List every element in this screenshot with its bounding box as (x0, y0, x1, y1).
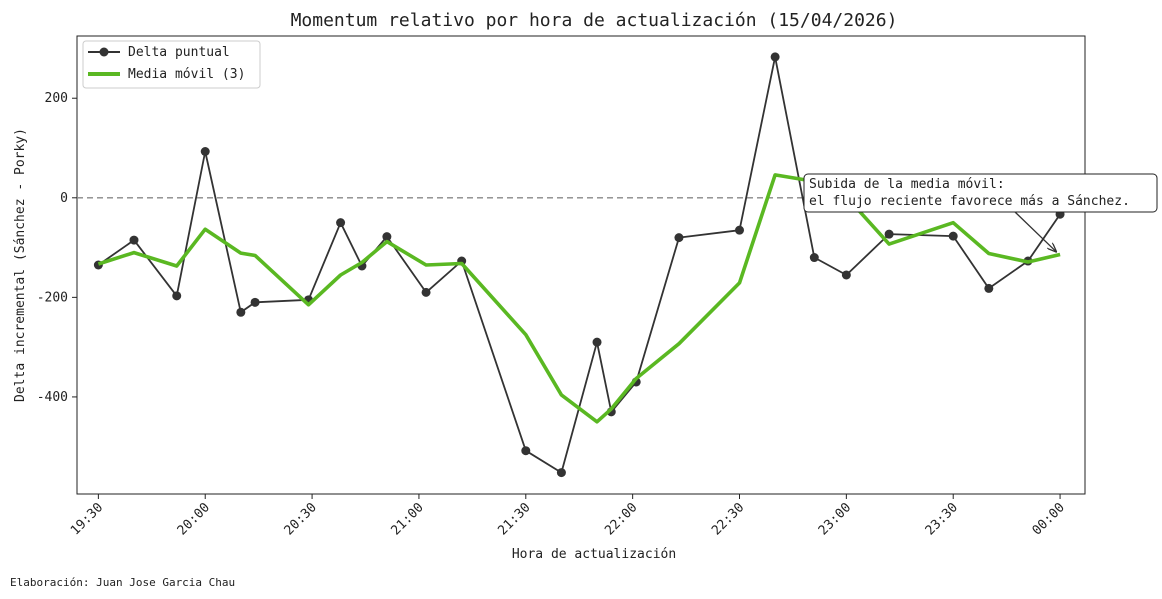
annotation: Subida de la media móvil: el flujo recie… (803, 173, 1158, 252)
data-point-delta-puntual (948, 231, 958, 241)
data-point-delta-puntual (674, 233, 684, 243)
annotation-line-1: Subida de la media móvil: (809, 177, 1005, 192)
y-axis-label: Delta incremental (Sánchez - Porky) (13, 128, 28, 402)
x-tick-label: 21:30 (495, 500, 533, 538)
data-point-delta-puntual (200, 146, 210, 156)
y-tick-label: 0 (60, 191, 68, 206)
chart-title: Momentum relativo por hora de actualizac… (291, 10, 898, 31)
credit-footer: Elaboración: Juan Jose Garcia Chau (10, 576, 235, 589)
series-line-media-movil (97, 173, 1061, 424)
data-point-delta-puntual (984, 283, 994, 293)
data-point-delta-puntual (250, 297, 260, 307)
y-tick-label: 200 (45, 91, 68, 106)
legend-box (82, 40, 261, 89)
legend-label-delta-puntual: Delta puntual (128, 45, 230, 60)
data-point-delta-puntual (129, 235, 139, 245)
data-point-delta-puntual (236, 307, 246, 317)
y-tick-label: -200 (37, 290, 68, 305)
annotation-arrow (1014, 211, 1056, 252)
data-point-delta-puntual (382, 232, 392, 242)
y-axis: -400 -200 0 200 (37, 91, 77, 405)
legend-label-media-movil: Media móvil (3) (128, 67, 245, 82)
x-tick-label: 23:30 (923, 500, 961, 538)
x-tick-label: 22:30 (709, 500, 747, 538)
x-axis: 19:30 20:00 20:30 21:00 21:30 22:00 22:30 23:00… (68, 494, 1068, 539)
annotation-box (803, 173, 1158, 213)
data-point-delta-puntual (841, 270, 851, 280)
data-point-delta-puntual (809, 253, 819, 263)
data-point-delta-puntual (735, 225, 745, 235)
x-tick-label: 22:00 (602, 500, 640, 538)
x-tick-label: 20:00 (175, 500, 213, 538)
x-tick-label: 00:00 (1030, 500, 1068, 538)
x-tick-label: 20:30 (282, 500, 320, 538)
series-layer (93, 52, 1065, 478)
data-point-delta-puntual (172, 291, 182, 301)
data-point-delta-puntual (421, 287, 431, 297)
data-point-delta-puntual (556, 468, 566, 478)
plot-area (76, 35, 1086, 495)
data-point-delta-puntual (521, 446, 531, 456)
x-tick-label: 23:00 (816, 500, 854, 538)
legend-marker-delta-puntual (99, 47, 109, 57)
x-axis-label: Hora de actualización (512, 547, 676, 562)
y-tick-label: -400 (37, 390, 68, 405)
data-point-delta-puntual (592, 337, 602, 347)
annotation-line-2: el flujo reciente favorece más a Sánchez… (809, 194, 1130, 209)
data-point-delta-puntual (770, 52, 780, 62)
data-point-delta-puntual (336, 218, 346, 228)
x-tick-label: 19:30 (68, 500, 106, 538)
x-tick-label: 21:00 (388, 500, 426, 538)
legend: Delta puntual Media móvil (3) (82, 40, 261, 89)
data-point-delta-puntual (884, 229, 894, 239)
